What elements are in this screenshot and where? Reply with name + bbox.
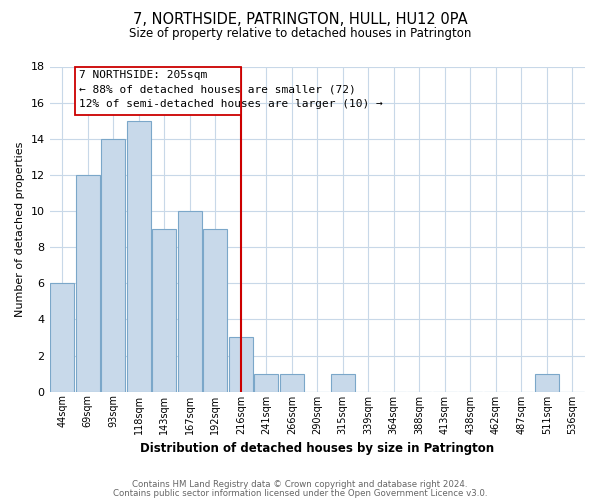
X-axis label: Distribution of detached houses by size in Patrington: Distribution of detached houses by size … <box>140 442 494 455</box>
Bar <box>127 120 151 392</box>
Bar <box>229 338 253 392</box>
Bar <box>152 229 176 392</box>
Text: 7, NORTHSIDE, PATRINGTON, HULL, HU12 0PA: 7, NORTHSIDE, PATRINGTON, HULL, HU12 0PA <box>133 12 467 28</box>
Bar <box>76 175 100 392</box>
Bar <box>331 374 355 392</box>
Text: ← 88% of detached houses are smaller (72): ← 88% of detached houses are smaller (72… <box>79 84 356 94</box>
Y-axis label: Number of detached properties: Number of detached properties <box>15 142 25 317</box>
Bar <box>178 211 202 392</box>
Bar <box>203 229 227 392</box>
FancyBboxPatch shape <box>75 66 241 116</box>
Text: Contains HM Land Registry data © Crown copyright and database right 2024.: Contains HM Land Registry data © Crown c… <box>132 480 468 489</box>
Text: Contains public sector information licensed under the Open Government Licence v3: Contains public sector information licen… <box>113 489 487 498</box>
Bar <box>50 284 74 392</box>
Bar <box>254 374 278 392</box>
Text: Size of property relative to detached houses in Patrington: Size of property relative to detached ho… <box>129 28 471 40</box>
Text: 7 NORTHSIDE: 205sqm: 7 NORTHSIDE: 205sqm <box>79 70 207 80</box>
Bar <box>535 374 559 392</box>
Bar <box>280 374 304 392</box>
Bar <box>101 139 125 392</box>
Text: 12% of semi-detached houses are larger (10) →: 12% of semi-detached houses are larger (… <box>79 98 383 108</box>
